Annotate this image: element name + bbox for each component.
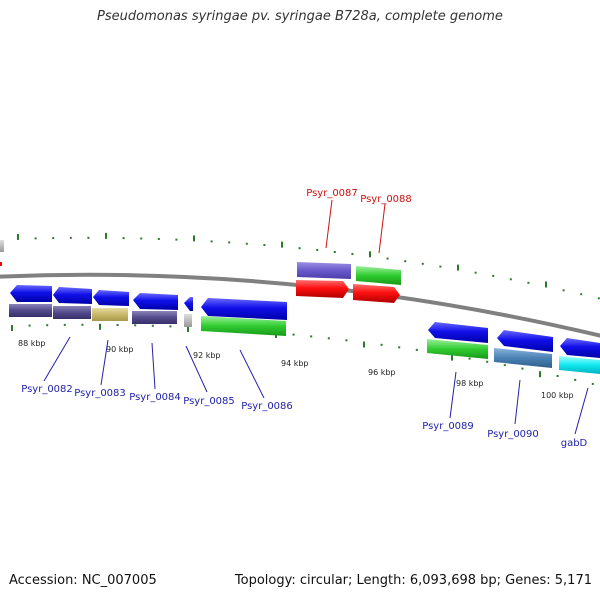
- gene-arrow-psyr-0084[interactable]: [93, 290, 129, 306]
- cog-box-psyr-0090: [494, 348, 552, 368]
- gene-arrow-psyr-0086-small[interactable]: [184, 297, 193, 311]
- gene-label-psyr-0090[interactable]: Psyr_0090: [487, 429, 539, 440]
- kbp-label: 88 kbp: [18, 339, 46, 348]
- gene-label-psyr-0084[interactable]: Psyr_0084: [129, 392, 181, 403]
- gene-label-psyr-0087[interactable]: Psyr_0087: [306, 188, 358, 199]
- gene-label-psyr-0083[interactable]: Psyr_0083: [74, 388, 126, 399]
- kbp-label: 92 kbp: [193, 351, 221, 360]
- gene-arrow-psyr-0090[interactable]: [497, 330, 553, 352]
- gene-label-psyr-0086[interactable]: Psyr_0086: [241, 401, 293, 412]
- gene-arrow-psyr-0087-fwd[interactable]: [296, 280, 349, 298]
- gene-label-gabd[interactable]: gabD: [561, 438, 588, 449]
- edge-feature: [0, 262, 2, 266]
- cog-box-psyr-0085: [132, 311, 177, 324]
- edge-feature: [0, 240, 4, 252]
- gene-arrow-psyr-0083[interactable]: [53, 287, 92, 304]
- callout-lines-reverse: [43, 336, 589, 435]
- gene-arrow-psyr-0082[interactable]: [10, 285, 52, 302]
- callout-lines-forward: [325, 199, 386, 254]
- kbp-label: 90 kbp: [106, 345, 134, 354]
- kbp-label: 96 kbp: [368, 368, 396, 377]
- gene-label-psyr-0088[interactable]: Psyr_0088: [360, 194, 412, 205]
- cog-box-psyr-0082: [9, 304, 52, 317]
- kbp-label: 100 kbp: [541, 391, 574, 400]
- genome-summary-text: Topology: circular; Length: 6,093,698 bp…: [234, 573, 592, 588]
- gene-label-psyr-0089[interactable]: Psyr_0089: [422, 421, 474, 432]
- gene-arrow-psyr-0086[interactable]: [201, 298, 287, 320]
- accession-text: Accession: NC_007005: [9, 573, 157, 588]
- gene-arrow-psyr-0088-fwd[interactable]: [353, 284, 400, 303]
- cog-box-small: [184, 314, 192, 327]
- gene-arrow-psyr-0085[interactable]: [133, 293, 178, 310]
- cog-box-psyr-0087: [297, 262, 351, 279]
- gene-arrow-gabd[interactable]: [560, 338, 600, 358]
- cog-box-psyr-0083: [53, 306, 91, 319]
- tick-marks: [11, 232, 600, 385]
- cog-box-psyr-0088: [356, 266, 401, 285]
- kbp-label: 98 kbp: [456, 379, 484, 388]
- map-title: Pseudomonas syringae pv. syringae B728a,…: [97, 9, 503, 24]
- cog-box-psyr-0084: [92, 308, 128, 321]
- cog-box-psyr-0086: [201, 316, 286, 336]
- cog-box-psyr-0089: [427, 339, 488, 359]
- cog-box-gabd: [559, 356, 600, 374]
- gene-label-psyr-0082[interactable]: Psyr_0082: [21, 384, 73, 395]
- gene-arrow-psyr-0089[interactable]: [428, 322, 488, 343]
- gene-label-psyr-0085[interactable]: Psyr_0085: [183, 396, 235, 407]
- kbp-label: 94 kbp: [281, 359, 309, 368]
